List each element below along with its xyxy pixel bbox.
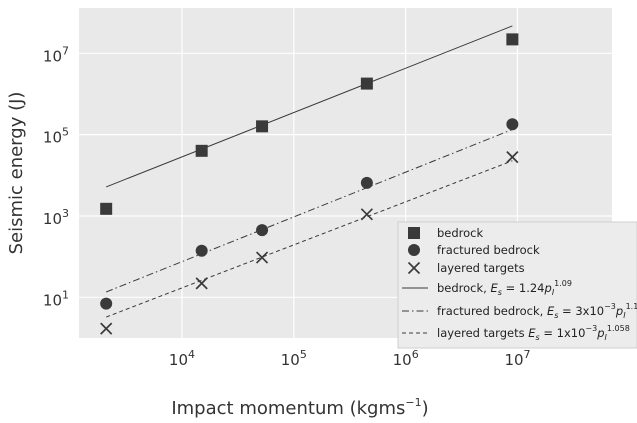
bedrock-point: [256, 120, 269, 133]
fit-line-layered-targets: [106, 160, 513, 318]
y-axis-label: Seismic energy (J): [6, 92, 27, 255]
legend-fit-fractured-bedrock-label: fractured bedrock, Es = 3x10−3pI1.1: [437, 302, 637, 320]
layered-targets-point: [506, 151, 519, 164]
bedrock-point: [100, 202, 113, 215]
y-tick-label: 103: [43, 207, 69, 228]
legend-bedrock-marker: [408, 227, 420, 239]
bedrock-point: [360, 77, 373, 90]
data-markers: [100, 33, 519, 335]
bedrock-point: [195, 144, 208, 157]
x-tick-label: 107: [504, 348, 530, 369]
legend-fit-layered-targets-label: layered targets Es = 1x10−3pI1.058: [437, 324, 630, 342]
legend-bedrock-label: bedrock: [437, 226, 484, 240]
x-tick-label: 106: [393, 348, 419, 369]
fractured-bedrock-point: [195, 244, 208, 257]
y-tick-label: 105: [43, 126, 69, 147]
y-tick-label: 101: [43, 288, 69, 309]
fractured-bedrock-point: [100, 297, 113, 310]
y-tick-label: 107: [43, 44, 69, 65]
fit-line-bedrock: [105, 25, 513, 188]
grid: [79, 8, 612, 338]
legend-box: [397, 221, 637, 349]
legend-fit-bedrock-label: bedrock, Es = 1.24pI1.09: [437, 279, 572, 297]
legend-layered-targets-marker: [407, 261, 421, 275]
bedrock-point: [506, 33, 519, 46]
x-tick-labels: 104 105 106 107: [169, 348, 531, 369]
x-axis-label: Impact momentum (kgms−1): [171, 396, 428, 419]
layered-targets-point: [360, 208, 373, 221]
fractured-bedrock-point: [506, 118, 519, 131]
y-tick-labels: 101 103 105 107: [43, 44, 69, 309]
fit-line-fractured-bedrock: [105, 129, 513, 293]
x-tick-label: 104: [169, 348, 195, 369]
legend-fractured-bedrock-label: fractured bedrock: [437, 243, 540, 257]
fractured-bedrock-point: [256, 224, 269, 237]
layered-targets-point: [195, 277, 208, 290]
legend-fractured-bedrock-marker: [408, 244, 420, 256]
legend: bedrock fractured bedrock layered targets b…: [397, 221, 637, 349]
fit-lines: [105, 25, 513, 318]
x-tick-label: 105: [281, 348, 307, 369]
fractured-bedrock-point: [360, 176, 373, 189]
layered-targets-point: [100, 322, 113, 335]
legend-layered-targets-label: layered targets: [437, 261, 525, 275]
layered-targets-point: [255, 251, 269, 264]
